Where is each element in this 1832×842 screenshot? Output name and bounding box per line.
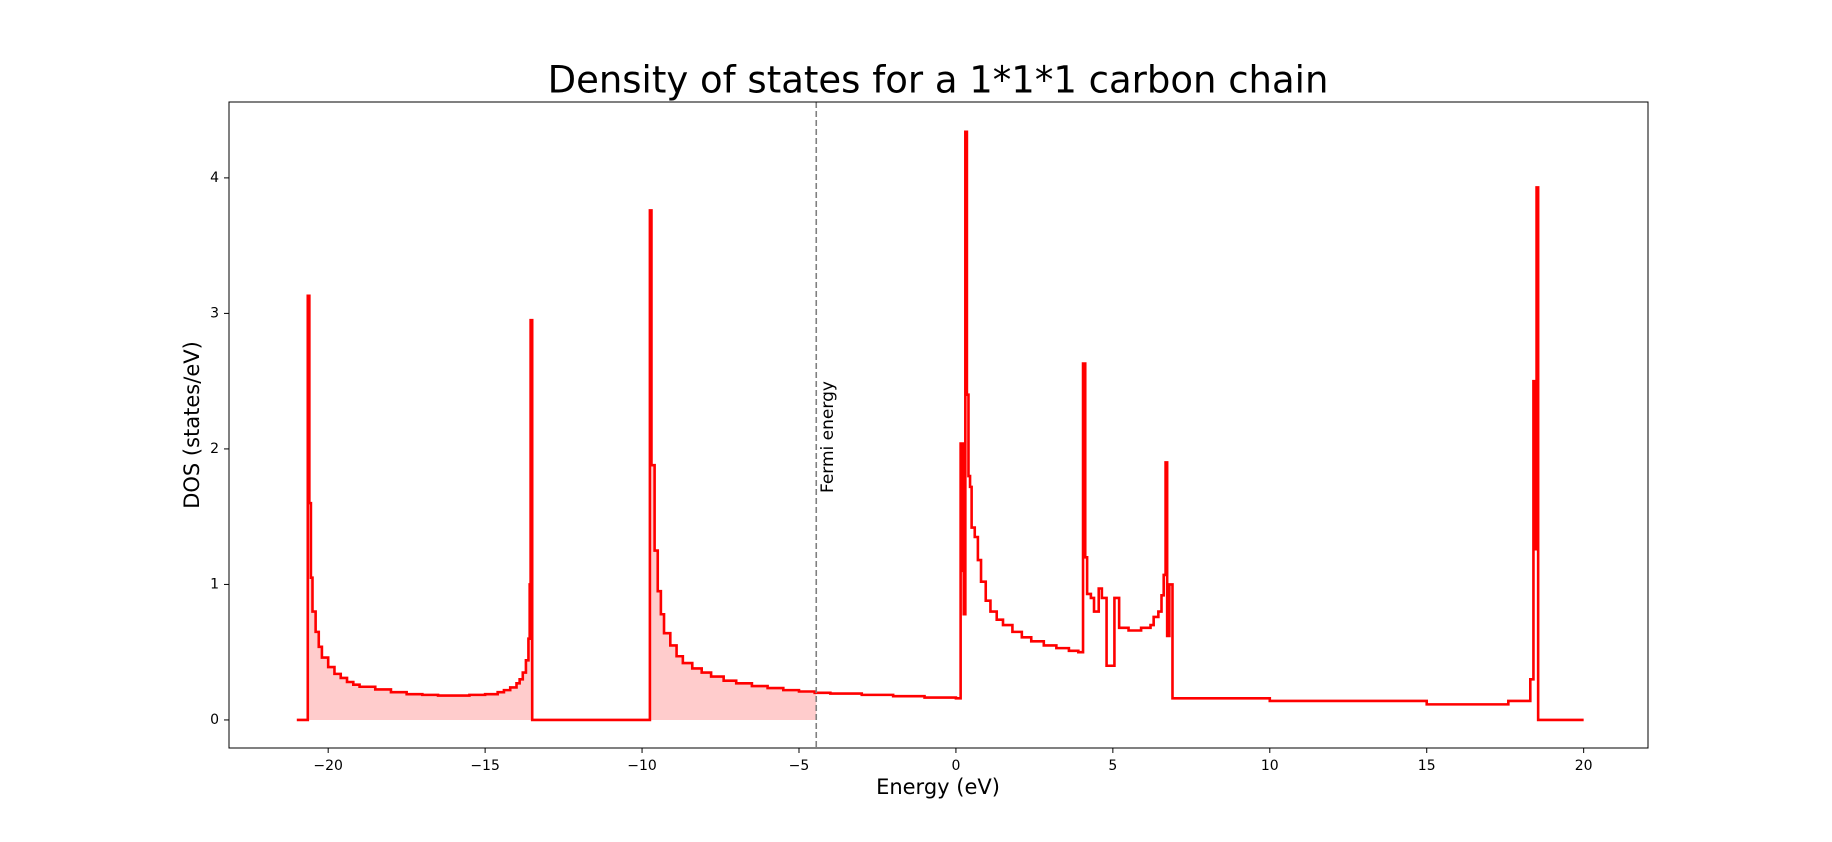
x-tick-label: −15 [470, 758, 500, 774]
x-tick-label: −20 [313, 758, 343, 774]
y-tick-label: 4 [210, 170, 219, 186]
chart-title: Density of states for a 1*1*1 carbon cha… [548, 59, 1329, 102]
y-tick-label: 2 [210, 441, 219, 457]
x-tick-label: 15 [1418, 758, 1436, 774]
x-tick-label: −10 [627, 758, 657, 774]
x-tick-label: 10 [1261, 758, 1279, 774]
x-tick-label: −5 [789, 758, 810, 774]
x-axis-label: Energy (eV) [876, 775, 1000, 799]
plot-frame [228, 101, 1649, 749]
y-tick-label: 1 [210, 576, 219, 592]
fermi-label: Fermi energy [818, 381, 838, 493]
dos-line [296, 130, 1584, 722]
x-tick-label: 20 [1575, 758, 1593, 774]
y-tick-label: 0 [210, 712, 219, 728]
y-axis-label: DOS (states/eV) [180, 341, 204, 509]
x-tick-label: 0 [951, 758, 960, 774]
x-tick-label: 5 [1108, 758, 1117, 774]
fill-area [296, 210, 817, 720]
y-tick-label: 3 [210, 305, 219, 321]
